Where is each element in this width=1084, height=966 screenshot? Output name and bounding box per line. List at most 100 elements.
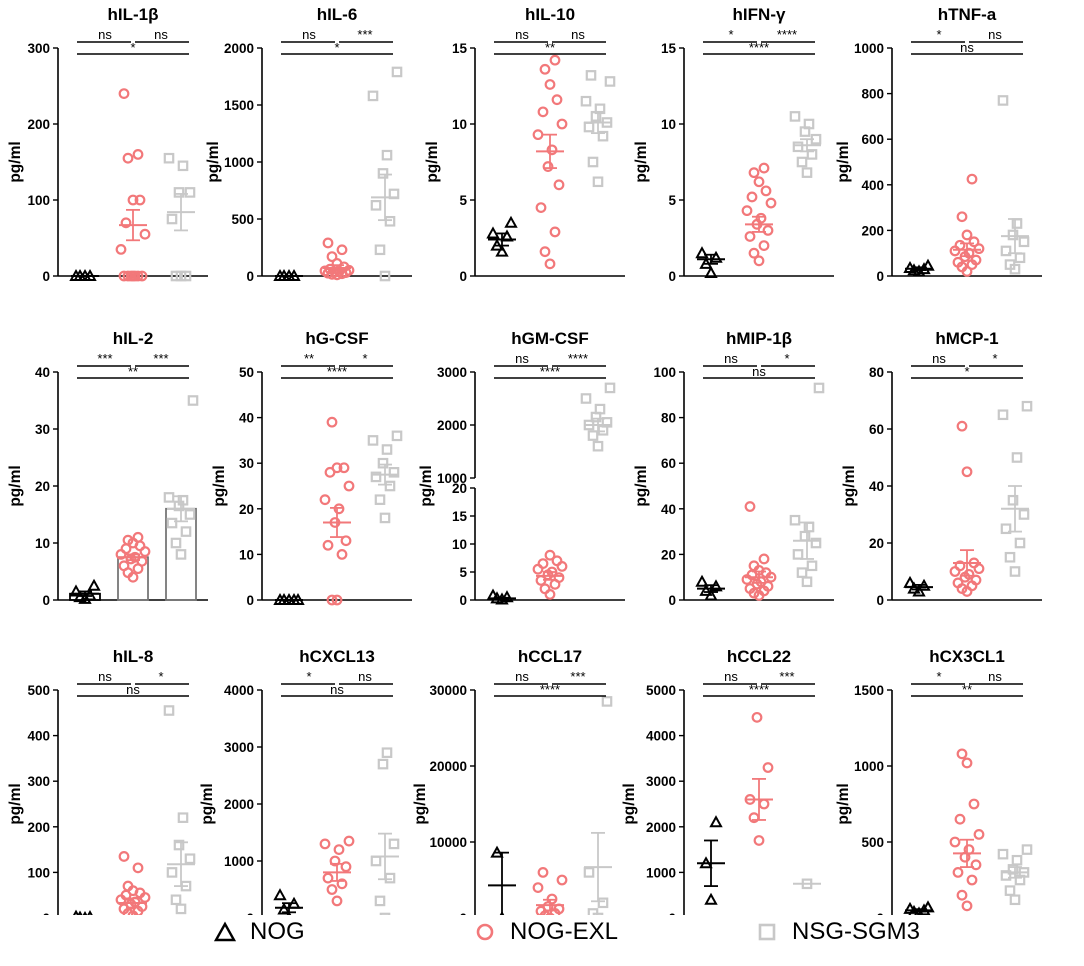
point-sgm [1021,400,1033,412]
chart-title: hCCL17 [518,647,582,666]
sig-label-ac: ** [128,364,138,379]
point-exl [753,176,765,188]
y-tick-label: 500 [861,835,884,850]
point-exl [326,594,338,606]
point-sgm [367,90,379,102]
point-exl [336,244,348,256]
y-axis-label: pg/ml [7,783,24,824]
point-sgm [796,567,808,578]
y-tick-label: 15 [452,509,468,524]
point-exl [973,243,985,255]
sig-label-ac: ns [330,682,344,697]
chart-title: hGM-CSF [511,329,588,348]
y-axis-label: pg/ml [621,783,638,824]
point-nog [695,574,709,587]
point-sgm [997,409,1009,421]
point-sgm [799,530,811,542]
y-tick-label: 0 [246,593,254,608]
point-sgm [166,867,178,878]
point-sgm [381,149,393,161]
y-tick-label: 1500 [854,683,884,698]
sig-label-ac: **** [749,682,769,697]
point-sgm [177,812,189,823]
point-sgm [585,70,597,81]
y-tick-label: 20 [661,547,676,562]
point-exl [118,88,130,99]
point-exl [549,226,561,238]
y-tick-label: 10 [239,547,254,562]
point-sgm [583,121,595,133]
y-tick-label: 0 [876,593,884,608]
point-sgm [583,867,595,878]
sig-label-ac: **** [327,364,347,379]
point-exl [333,503,345,515]
point-exl [762,224,774,236]
point-exl [120,217,132,229]
legend-label-exl: NOG-EXL [510,918,619,945]
point-sgm [170,537,182,549]
y-tick-label: 15 [452,41,468,56]
y-tick-label: 0 [246,269,254,284]
point-sgm [801,167,813,178]
point-exl [544,258,556,270]
y-tick-label: 0 [42,269,50,284]
point-exl [319,265,331,277]
y-tick-label: 30000 [429,683,467,698]
y-tick-label: 5 [459,193,467,208]
point-nog [695,246,709,259]
y-tick-label: 0 [876,269,884,284]
point-sgm [388,838,400,850]
point-exl [338,462,350,474]
point-sgm [370,200,382,211]
point-exl [961,757,973,769]
point-exl [753,835,765,846]
y-tick-label: 2000 [224,797,254,812]
point-sgm [379,912,391,924]
point-exl [118,851,130,862]
chart-panel-mip1b: 0 20 40 60 80 100 hMIP-1β pg/ml ns * ns [633,329,834,608]
sig-label-bc: **** [568,351,588,366]
chart-title: hCCL22 [727,647,791,666]
point-sgm [604,382,616,394]
point-exl [954,560,966,572]
point-exl [553,179,565,191]
point-exl [744,231,756,242]
y-axis-label: pg/ml [205,141,222,182]
y-tick-label: 30 [239,456,254,471]
point-sgm [163,705,175,716]
point-sgm [370,855,382,867]
sig-label-ac: ** [545,40,555,55]
point-sgm [597,897,609,909]
point-sgm [391,66,403,78]
sig-label-ab: * [936,27,941,42]
y-tick-label: 400 [27,729,50,744]
point-exl [122,534,134,546]
y-tick-label: 60 [869,422,884,437]
chart-title: hCXCL13 [299,647,375,666]
point-exl [139,228,151,240]
point-sgm [374,895,386,907]
point-sgm [1000,245,1012,257]
point-sgm [374,244,386,256]
point-sgm [1007,494,1019,506]
point-sgm [1018,509,1030,520]
point-sgm [180,526,192,537]
point-exl [762,762,774,773]
point-exl [556,118,568,130]
y-tick-label: 30 [35,422,50,437]
y-tick-label: 100 [27,193,50,208]
sig-label-bc: * [784,351,789,366]
sig-label-bc: **** [777,27,797,42]
sig-label-ab: * [728,27,733,42]
point-sgm [184,509,196,520]
point-sgm [803,118,815,130]
point-sgm [173,839,185,851]
y-tick-label: 400 [861,178,884,193]
point-sgm [597,130,609,142]
y-tick-label: 0 [668,269,676,284]
point-exl [127,194,139,206]
y-tick-label: 50 [239,365,254,380]
